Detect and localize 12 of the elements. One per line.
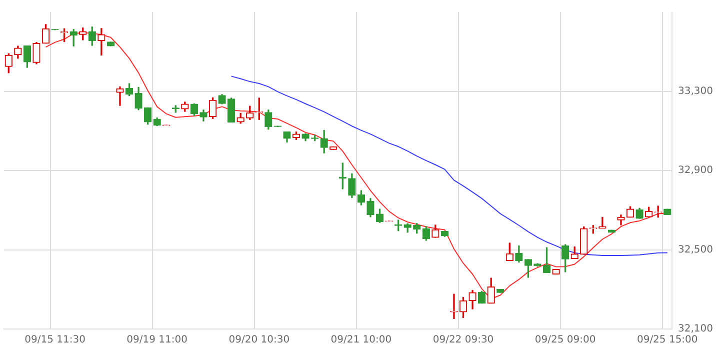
x-tick-label: 09/19 11:00	[126, 334, 188, 346]
y-tick-label: 33,300	[678, 86, 714, 97]
x-tick-label: 09/15 11:30	[24, 334, 86, 346]
x-tick-label: 09/25 15:00	[636, 334, 698, 346]
y-tick-label: 32,500	[678, 244, 714, 256]
x-tick-label: 09/22 09:30	[432, 334, 494, 346]
candlestick	[116, 86, 124, 106]
x-tick-label: 09/20 10:30	[228, 334, 290, 346]
y-tick-label: 32,900	[678, 165, 714, 176]
x-tick-label: 09/25 09:00	[534, 334, 596, 346]
y-tick-label: 32,100	[678, 324, 714, 335]
x-tick-label: 09/21 10:00	[330, 334, 392, 346]
